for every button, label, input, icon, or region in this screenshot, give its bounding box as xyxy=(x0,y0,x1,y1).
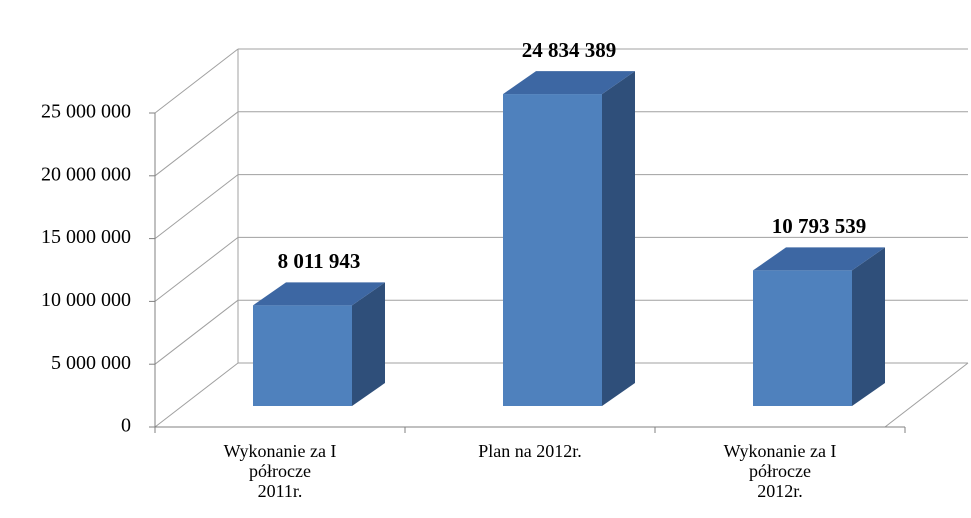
bar-side xyxy=(852,247,885,406)
value-label: 24 834 389 xyxy=(522,38,617,62)
y-tick-label: 5 000 000 xyxy=(51,352,131,374)
x-tick-label: Plan na 2012r. xyxy=(478,441,582,461)
grid-line xyxy=(154,174,239,239)
bar-side xyxy=(352,282,385,406)
bar-front xyxy=(753,270,852,406)
y-tick-label: 25 000 000 xyxy=(41,101,131,123)
grid-line xyxy=(154,111,239,177)
bar-top xyxy=(753,247,885,271)
y-tick-label: 20 000 000 xyxy=(41,163,131,185)
y-tick-label: 15 000 000 xyxy=(41,226,131,248)
grid-line xyxy=(154,299,239,365)
bar-top xyxy=(253,282,385,306)
x-tick-label: Wykonanie za I półrocze 2011r. xyxy=(223,441,337,501)
grid-line xyxy=(154,237,239,302)
bar-front xyxy=(253,305,352,406)
y-tick-label: 0 xyxy=(121,415,131,437)
floor-edge xyxy=(884,362,969,428)
value-label: 8 011 943 xyxy=(278,249,361,273)
grid-line xyxy=(154,362,239,428)
bar-front xyxy=(503,94,602,406)
x-tick-label: Wykonanie za I półrocze 2012r. xyxy=(723,441,837,501)
grid-line xyxy=(154,48,239,114)
y-tick-label: 10 000 000 xyxy=(41,289,131,311)
bar-top xyxy=(503,71,635,95)
value-label: 10 793 539 xyxy=(772,214,867,238)
bar-side xyxy=(602,71,635,406)
